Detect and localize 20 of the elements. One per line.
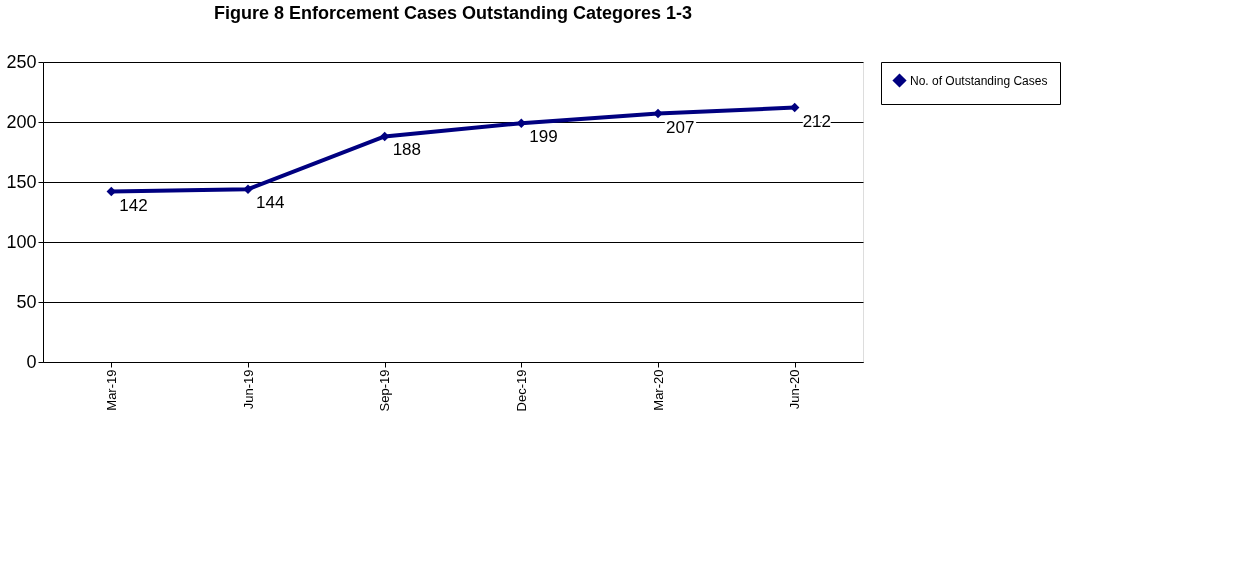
x-tick-label: Dec-19 xyxy=(513,369,529,412)
x-tick-label: Sep-19 xyxy=(377,369,393,412)
x-tick-label: Jun-20 xyxy=(787,369,803,410)
x-tick-label: Mar-20 xyxy=(650,369,666,411)
y-tick-label: 200 xyxy=(6,111,37,132)
y-tick-label: 0 xyxy=(26,351,37,372)
x-tick-label: Jun-19 xyxy=(240,369,256,410)
point xyxy=(653,108,663,119)
y-tick-label: 50 xyxy=(16,291,37,312)
data-label: 199 xyxy=(529,127,558,147)
x-tick-label: Mar-19 xyxy=(103,369,119,411)
data-label: 144 xyxy=(256,193,285,213)
y-tick-label: 250 xyxy=(6,51,37,72)
legend-label: No. of Outstanding Cases xyxy=(910,73,1048,88)
data-label: 142 xyxy=(119,195,148,215)
data-label: 188 xyxy=(392,140,422,160)
chart-title: Figure 8 Enforcement Cases Outstanding Categores 1-3 xyxy=(213,3,693,23)
y-tick-label: 150 xyxy=(6,171,37,192)
data-label: 207 xyxy=(666,117,695,137)
y-tick-label: 100 xyxy=(6,231,37,252)
